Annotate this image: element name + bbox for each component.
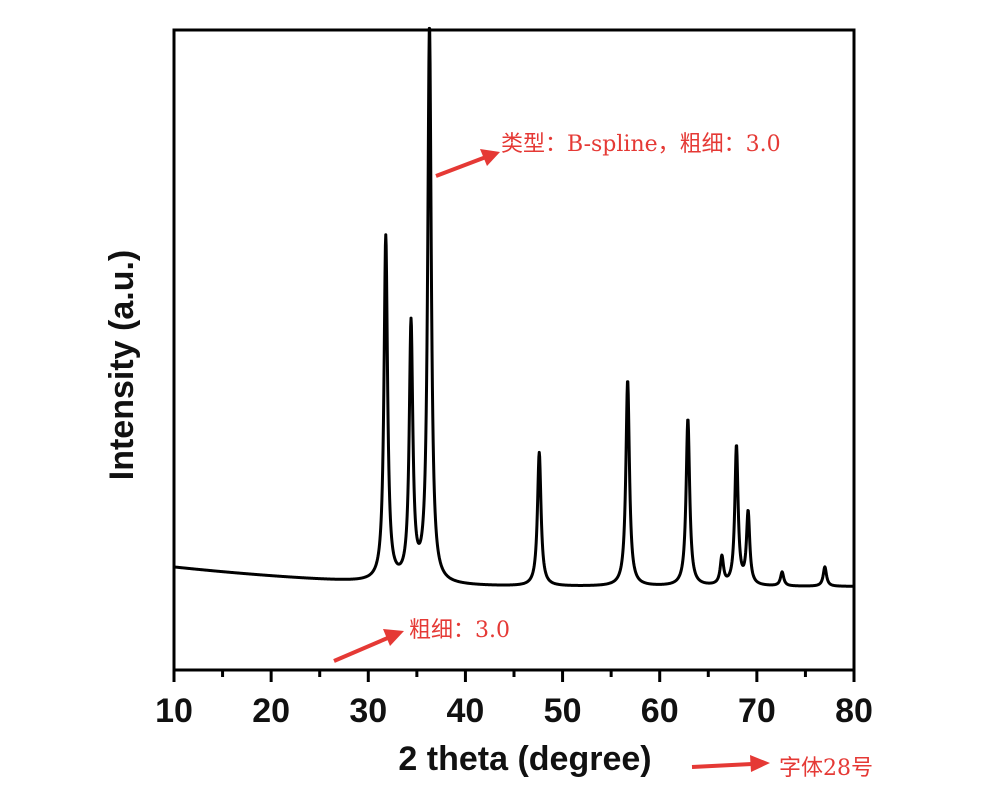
x-axis-ticks: 10 20 30 40 50 60 70 80 (155, 670, 873, 730)
x-axis-title: 2 theta (degree) (398, 740, 651, 778)
x-tick-label: 20 (252, 692, 290, 730)
x-tick-label: 50 (544, 692, 582, 730)
annotation-curve-style: 类型：B-spline，粗细：3.0 (501, 132, 781, 157)
annotation-arrow-frame (333, 629, 404, 663)
y-axis-title: Intensity (a.u.) (103, 250, 141, 480)
x-tick-label: 80 (835, 692, 873, 730)
annotation-frame-width: 粗细：3.0 (409, 618, 510, 643)
x-tick-label: 60 (641, 692, 679, 730)
annotation-font-size: 字体28号 (779, 756, 873, 781)
annotation-arrow-labels (691, 755, 770, 772)
x-tick-label: 70 (738, 692, 776, 730)
annotation-arrow-curve (435, 149, 500, 178)
x-tick-label: 40 (447, 692, 485, 730)
x-tick-label: 30 (349, 692, 387, 730)
series-line-xrd (172, 26, 856, 588)
x-tick-label: 10 (155, 692, 193, 730)
